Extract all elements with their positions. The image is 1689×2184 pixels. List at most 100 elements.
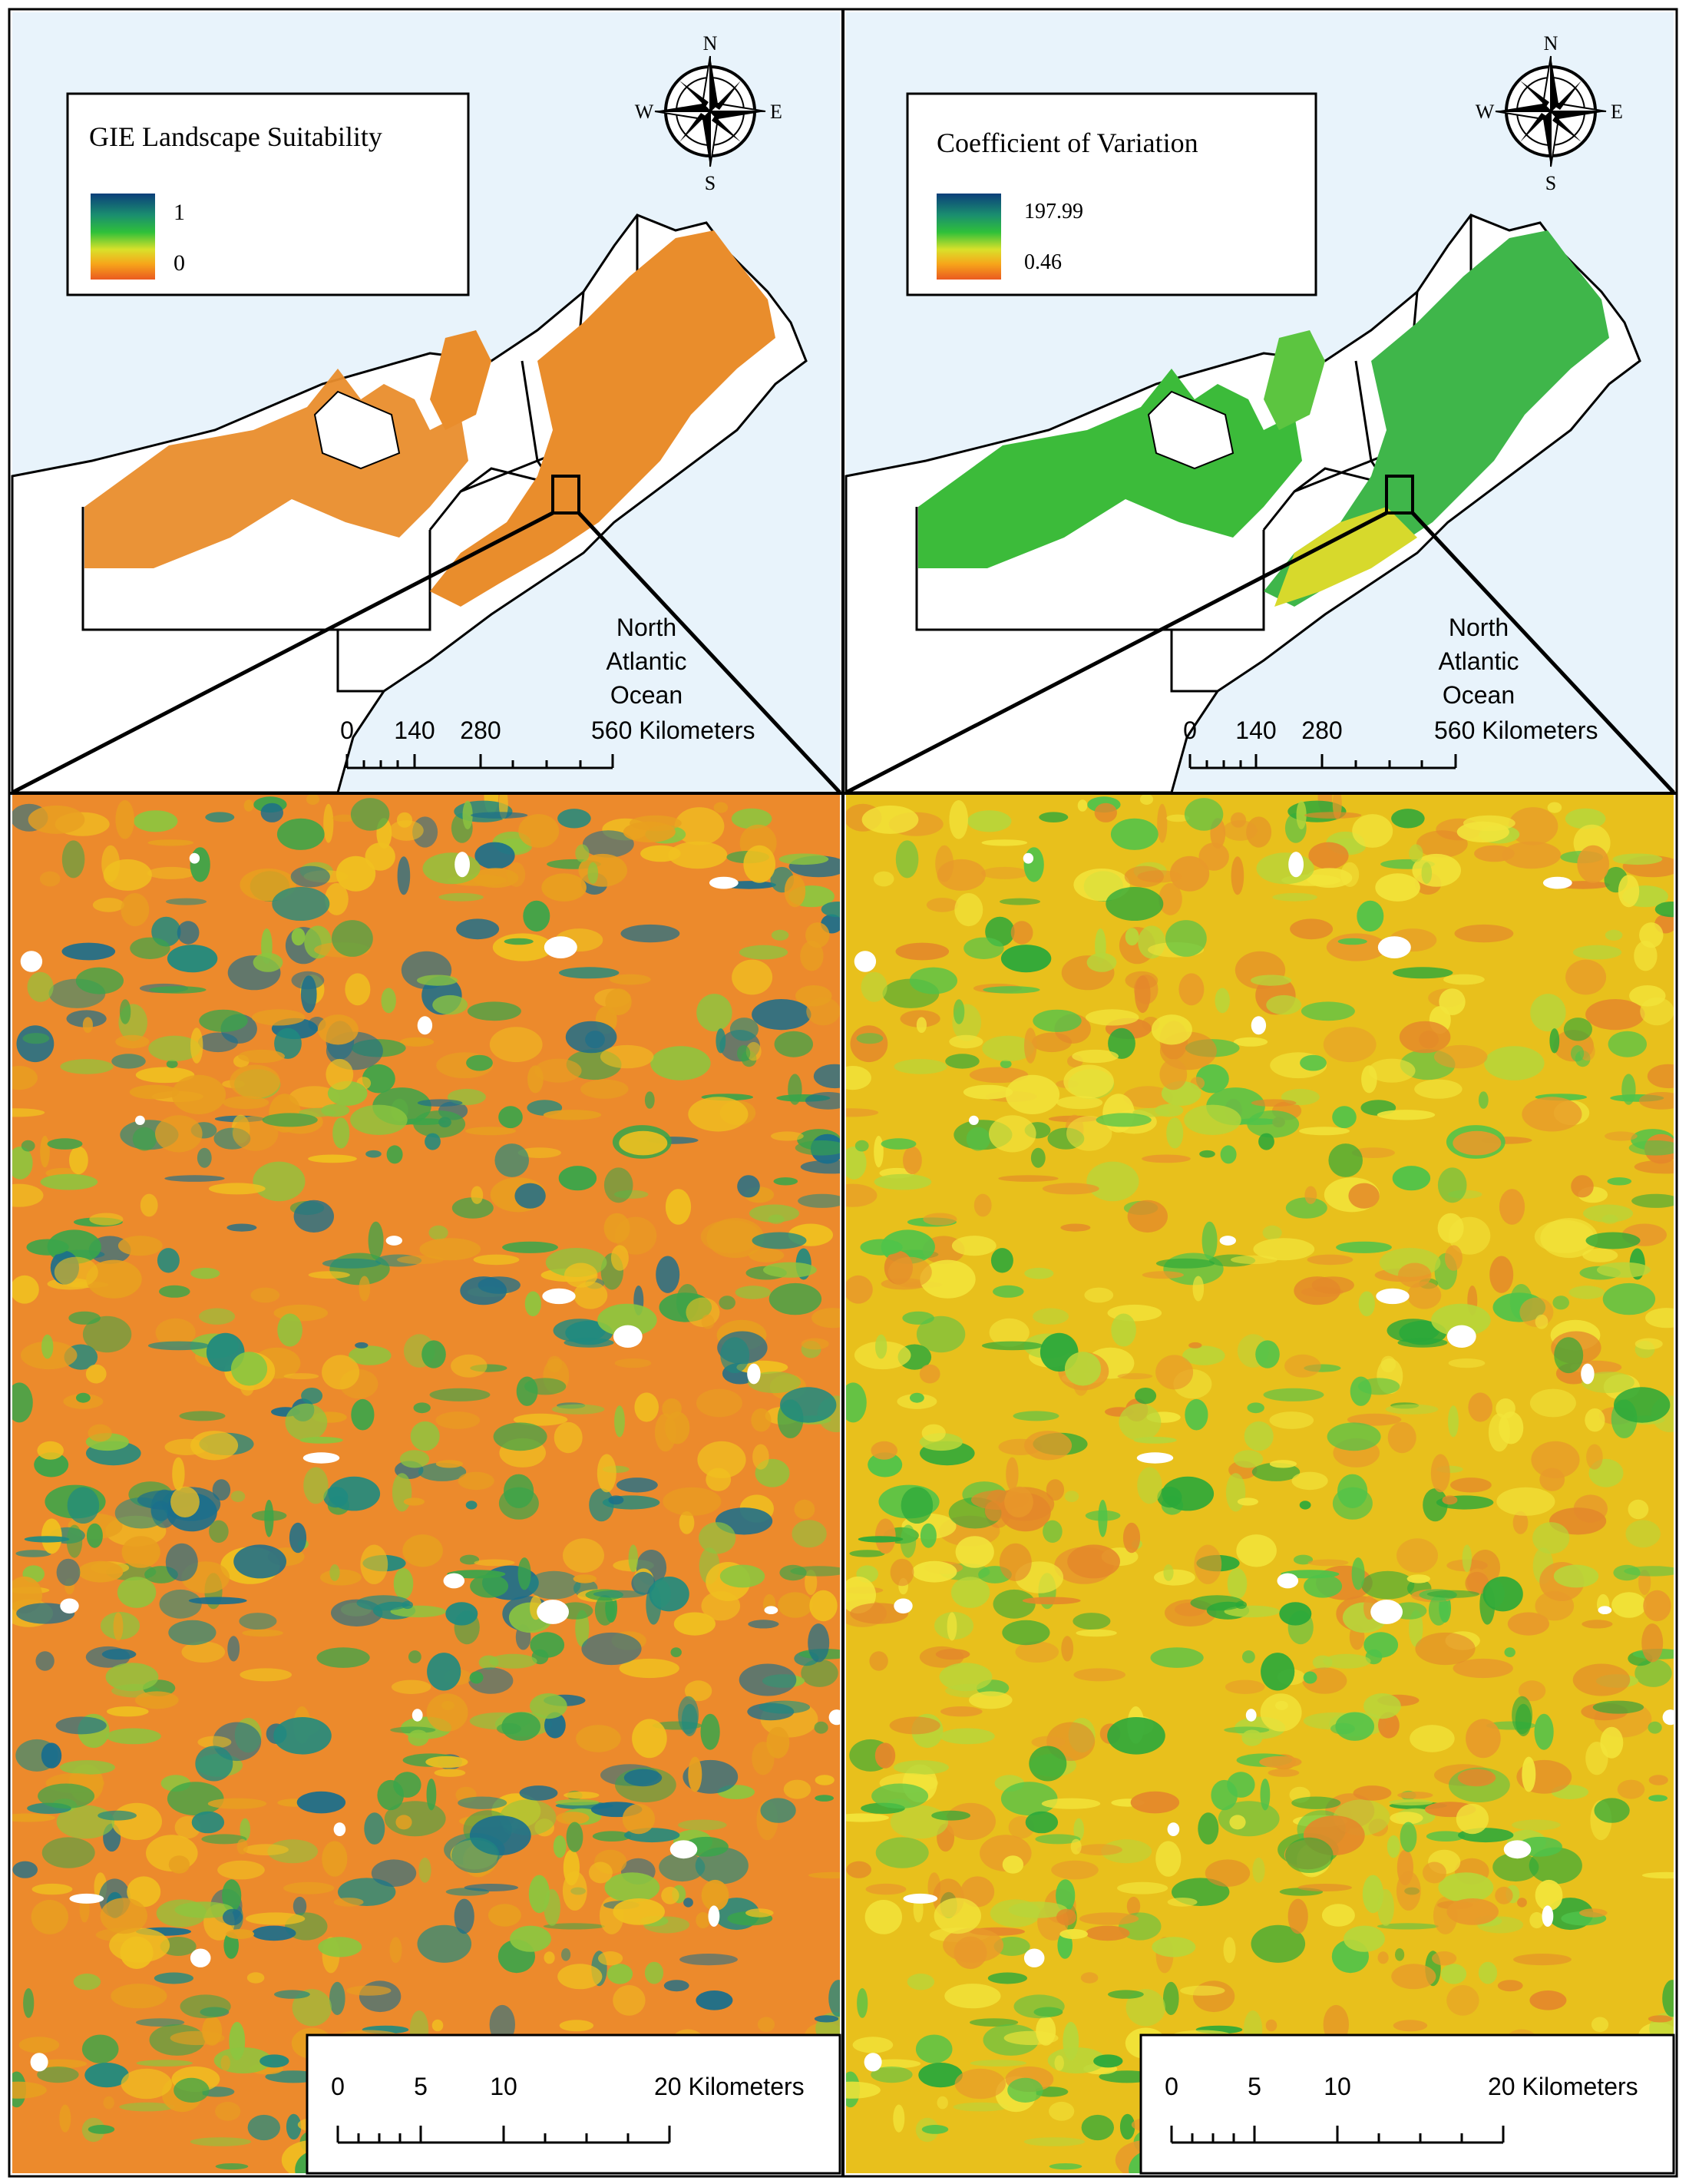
raster-patch <box>861 805 919 834</box>
raster-patch <box>1597 1262 1651 1278</box>
raster-patch <box>1006 1457 1019 1491</box>
raster-patch <box>739 1663 797 1696</box>
raster-patch <box>226 1929 255 1939</box>
raster-patch <box>1594 1798 1630 1823</box>
raster-patch <box>37 2067 79 2083</box>
raster-patch <box>846 1183 878 1207</box>
raster-patch <box>399 1450 430 1468</box>
water-body <box>1377 936 1411 958</box>
raster-patch <box>251 1009 306 1026</box>
raster-patch <box>109 1928 170 1963</box>
raster-patch <box>555 1798 600 1806</box>
water-body <box>1598 1606 1612 1614</box>
raster-patch <box>501 1712 540 1741</box>
raster-patch <box>464 1884 518 1891</box>
raster-patch <box>1251 1099 1297 1107</box>
raster-patch <box>240 1818 251 1842</box>
raster-patch <box>719 1564 765 1588</box>
raster-patch <box>1456 821 1509 842</box>
water-body <box>708 1905 720 1927</box>
raster-patch <box>575 844 590 862</box>
raster-patch <box>801 1338 829 1350</box>
raster-patch <box>1535 1591 1575 1621</box>
raster-patch <box>981 839 1028 846</box>
raster-patch <box>634 1392 659 1422</box>
raster-patch <box>960 1876 995 1908</box>
water-body <box>669 1840 698 1859</box>
raster-patch <box>230 1352 268 1386</box>
raster-patch <box>623 821 676 842</box>
raster-patch <box>543 1110 602 1120</box>
raster-patch <box>504 1474 534 1509</box>
raster-patch <box>1262 1225 1282 1240</box>
raster-patch <box>1285 1837 1334 1873</box>
raster-patch <box>934 1898 982 1934</box>
zoom-line <box>11 511 554 795</box>
raster-patch <box>355 1342 369 1348</box>
raster-patch <box>1602 1282 1656 1315</box>
raster-patch <box>1269 1460 1297 1468</box>
raster-patch <box>1563 1018 1592 1041</box>
raster-patch <box>1081 2114 1115 2141</box>
raster-patch <box>773 1177 798 1186</box>
raster-patch <box>308 1154 357 1163</box>
raster-patch <box>795 1140 840 1156</box>
raster-patch <box>620 924 680 943</box>
raster-patch <box>1166 814 1190 822</box>
raster-patch <box>68 1311 101 1325</box>
raster-patch <box>1199 1150 1215 1158</box>
raster-patch <box>1297 1884 1353 1891</box>
raster-patch <box>581 1632 642 1666</box>
raster-patch <box>426 1779 437 1811</box>
raster-patch <box>603 1213 630 1243</box>
raster-patch <box>1499 1189 1525 1225</box>
raster-patch <box>668 841 728 869</box>
raster-patch <box>227 1636 240 1662</box>
raster-patch <box>147 839 194 846</box>
raster-patch <box>1025 1811 1059 1834</box>
raster-patch <box>605 988 632 1015</box>
raster-patch <box>1396 1871 1421 1911</box>
raster-patch <box>684 1680 712 1702</box>
raster-patch <box>117 1577 157 1608</box>
raster-patch <box>365 1150 382 1158</box>
raster-patch <box>469 1671 484 1684</box>
water-body <box>969 1115 979 1125</box>
scale-label: 0 <box>1183 716 1197 744</box>
raster-patch <box>292 1989 332 2027</box>
water-body <box>1542 1905 1554 1927</box>
raster-patch <box>1072 1049 1119 1064</box>
raster-patch <box>291 971 325 990</box>
raster-patch <box>1107 1717 1165 1755</box>
raster-patch <box>149 986 207 994</box>
raster-patch <box>1454 924 1514 943</box>
water-body <box>1503 1840 1532 1859</box>
raster-patch <box>12 1108 45 1117</box>
raster-patch <box>81 2034 119 2063</box>
raster-patch <box>784 875 806 908</box>
raster-patch <box>1259 1755 1302 1769</box>
raster-patch <box>1442 1495 1458 1505</box>
raster-patch <box>1397 1262 1432 1288</box>
raster-patch <box>136 2060 193 2067</box>
raster-patch <box>1247 1110 1300 1138</box>
raster-patch <box>1397 1792 1433 1799</box>
raster-patch <box>371 1859 417 1887</box>
raster-patch <box>154 1972 193 1984</box>
raster-patch <box>1126 1896 1141 1916</box>
raster-patch <box>390 1605 446 1618</box>
raster-patch <box>1056 1879 1076 1912</box>
raster-patch <box>345 973 371 1006</box>
raster-patch <box>465 1127 516 1136</box>
raster-patch <box>201 1834 247 1845</box>
ocean-label-line3: Ocean <box>1443 681 1515 709</box>
raster-patch <box>1220 1145 1237 1164</box>
raster-patch <box>1182 1345 1225 1365</box>
raster-patch <box>155 1115 203 1153</box>
water-body <box>1023 1948 1045 1967</box>
raster-patch <box>1432 1951 1457 1966</box>
raster-patch <box>1513 1954 1572 1966</box>
study-region <box>1274 507 1417 607</box>
raster-patch <box>749 1248 785 1262</box>
raster-patch <box>1043 1520 1063 1544</box>
